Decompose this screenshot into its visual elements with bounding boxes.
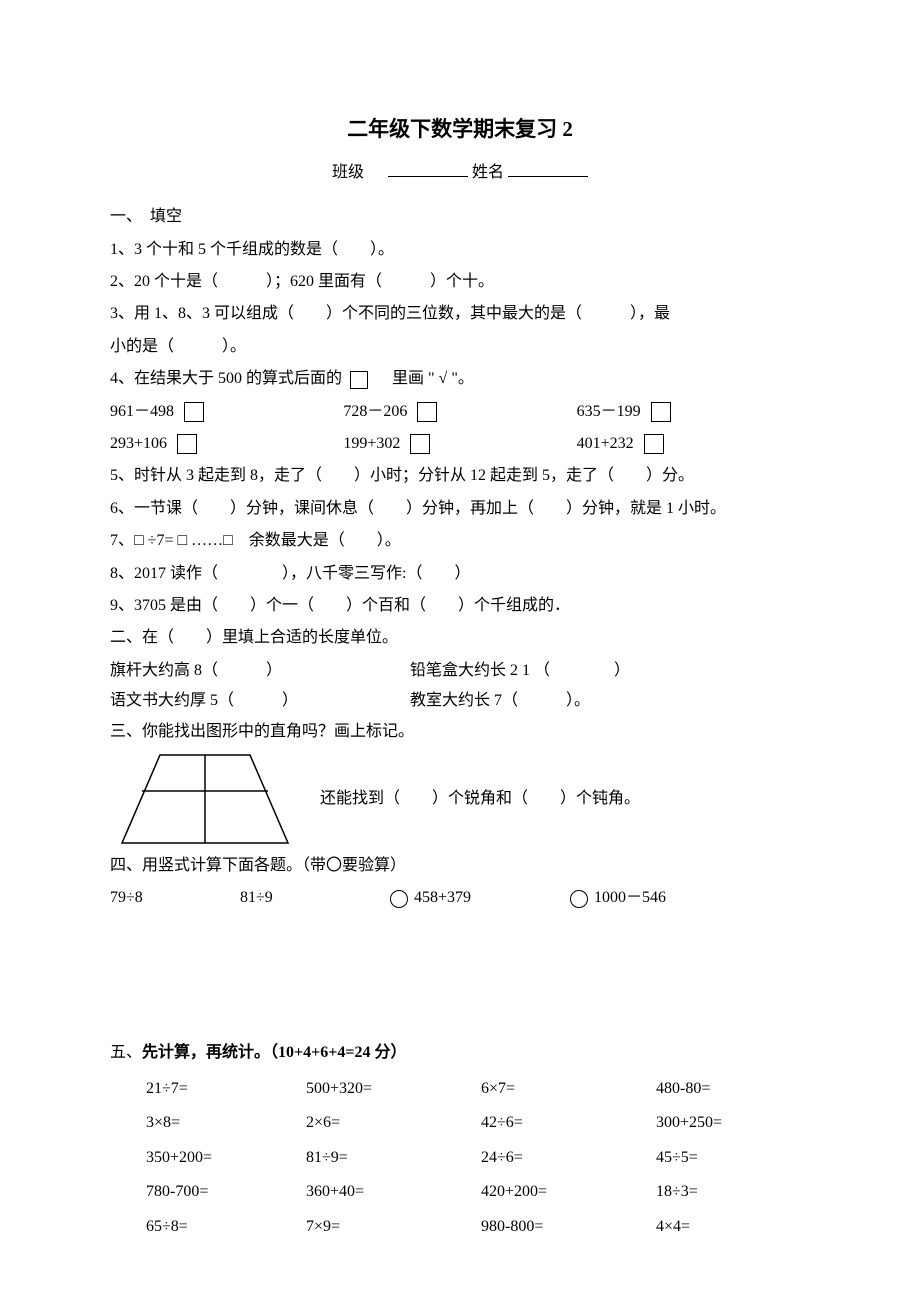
cell: 81÷9=	[306, 1143, 481, 1173]
subtitle: 班级 姓名	[110, 158, 810, 188]
check-row-2: 293+106 199+302 401+232	[110, 429, 810, 459]
sec2-a: 旗杆大约高 8（ ）	[110, 656, 410, 686]
cell: 42÷6=	[481, 1108, 656, 1138]
trapezoid-row: 还能找到（ ）个锐角和（ ）个钝角。	[110, 753, 810, 845]
q7: 7、□ ÷7= □ ……□ 余数最大是（ ）。	[110, 526, 810, 556]
cell: 7×9=	[306, 1212, 481, 1242]
cell: 500+320=	[306, 1074, 481, 1104]
sec2-row2: 语文书大约厚 5（ ） 教室大约长 7（ ）。	[110, 686, 810, 716]
cell: 420+200=	[481, 1177, 656, 1207]
checkbox-inline[interactable]	[350, 371, 368, 389]
q1: 1、3 个十和 5 个千组成的数是（ ）。	[110, 235, 810, 265]
checkbox-2c[interactable]	[644, 434, 664, 454]
cell: 300+250=	[656, 1108, 816, 1138]
cell: 2×6=	[306, 1108, 481, 1138]
expr-1c: 635－199	[577, 397, 641, 427]
calc-grid: 21÷7= 500+320= 6×7= 480-80= 3×8= 2×6= 42…	[146, 1074, 810, 1242]
sec2-d: 教室大约长 7（ ）。	[410, 686, 590, 716]
section4-head: 四、用竖式计算下面各题。（带〇要验算）	[110, 851, 810, 881]
class-label: 班级	[332, 164, 364, 181]
expr-2a: 293+106	[110, 429, 167, 459]
expr-2c: 401+232	[577, 429, 634, 459]
q4-tail: 里画 " √ "。	[376, 370, 474, 387]
sec4-d: 1000－546	[594, 883, 666, 913]
sec4-b: 81÷9	[240, 883, 390, 913]
name-blank[interactable]	[508, 161, 588, 177]
sec4-a: 79÷8	[110, 883, 240, 913]
cell: 65÷8=	[146, 1212, 306, 1242]
blank-space	[110, 918, 810, 1038]
q9: 9、3705 是由（ ）个一（ ）个百和（ ）个千组成的．	[110, 591, 810, 621]
q6: 6、一节课（ ）分钟，课间休息（ ）分钟，再加上（ ）分钟，就是 1 小时。	[110, 494, 810, 524]
class-blank[interactable]	[388, 161, 468, 177]
section1-head: 一、 填空	[110, 202, 810, 232]
expr-1a: 961－498	[110, 397, 174, 427]
section3-head: 三、你能找出图形中的直角吗？画上标记。	[110, 717, 810, 747]
cell: 480-80=	[656, 1074, 816, 1104]
name-label: 姓名	[472, 164, 504, 181]
checkbox-1a[interactable]	[184, 402, 204, 422]
q3a: 3、用 1、8、3 可以组成（ ）个不同的三位数，其中最大的是（ ），最	[110, 299, 810, 329]
q2: 2、20 个十是（ ）；620 里面有（ ）个十。	[110, 267, 810, 297]
checkbox-1c[interactable]	[651, 402, 671, 422]
cell: 780-700=	[146, 1177, 306, 1207]
checkbox-2b[interactable]	[410, 434, 430, 454]
cell: 350+200=	[146, 1143, 306, 1173]
q4-text: 4、在结果大于 500 的算式后面的	[110, 370, 342, 387]
sec2-b: 铅笔盒大约长 2 1 （ ）	[410, 656, 630, 686]
q8: 8、2017 读作（ ），八千零三写作:（ ）	[110, 559, 810, 589]
cell: 980-800=	[481, 1212, 656, 1242]
q3b: 小的是（ ）。	[110, 332, 810, 362]
sec3-desc: 还能找到（ ）个锐角和（ ）个钝角。	[320, 784, 640, 814]
cell: 24÷6=	[481, 1143, 656, 1173]
circle-icon	[570, 890, 588, 908]
check-row-1: 961－498 728－206 635－199	[110, 397, 810, 427]
cell: 18÷3=	[656, 1177, 816, 1207]
checkbox-2a[interactable]	[177, 434, 197, 454]
expr-1b: 728－206	[343, 397, 407, 427]
page-title: 二年级下数学期末复习 2	[110, 110, 810, 150]
sec2-row1: 旗杆大约高 8（ ） 铅笔盒大约长 2 1 （ ）	[110, 656, 810, 686]
cell: 3×8=	[146, 1108, 306, 1138]
cell: 6×7=	[481, 1074, 656, 1104]
section5-head: 五、先计算，再统计。（10+4+6+4=24 分）	[110, 1038, 810, 1068]
sec4-row: 79÷8 81÷9 458+379 1000－546	[110, 883, 810, 913]
cell: 4×4=	[656, 1212, 816, 1242]
cell: 360+40=	[306, 1177, 481, 1207]
circle-icon	[390, 890, 408, 908]
sec2-c: 语文书大约厚 5（ ）	[110, 686, 410, 716]
checkbox-1b[interactable]	[417, 402, 437, 422]
sec5-bold: 先计算，再统计。（10+4+6+4=24 分）	[142, 1044, 406, 1061]
cell: 21÷7=	[146, 1074, 306, 1104]
cell: 45÷5=	[656, 1143, 816, 1173]
trapezoid-figure	[120, 753, 290, 845]
sec4-c: 458+379	[414, 883, 471, 913]
sec5-prefix: 五、	[110, 1044, 142, 1061]
q5: 5、时针从 3 起走到 8，走了（ ）小时；分针从 12 起走到 5，走了（ ）…	[110, 461, 810, 491]
q4: 4、在结果大于 500 的算式后面的 里画 " √ "。	[110, 364, 810, 394]
expr-2b: 199+302	[343, 429, 400, 459]
section2-head: 二、在（ ）里填上合适的长度单位。	[110, 623, 810, 653]
